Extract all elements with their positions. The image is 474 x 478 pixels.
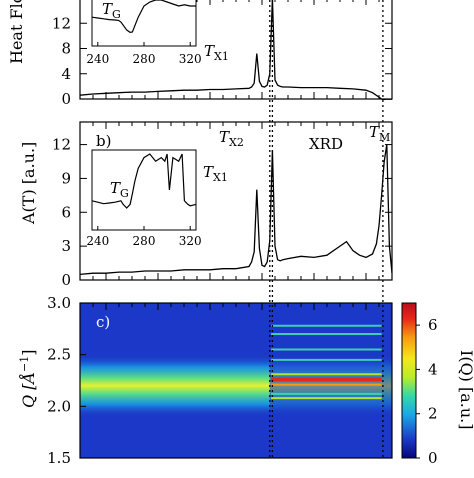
y-tick-label: 0 xyxy=(61,90,71,108)
colorbar xyxy=(401,302,417,459)
inset-x-tick-label: 240 xyxy=(86,234,109,248)
panel-c: 1.5 2.0 2.5 3.0 c) Q [Å−1] 0 2 4 6 I(Q) [a.u.] xyxy=(18,294,474,467)
colorbar-tick-label: 0 xyxy=(428,449,438,467)
panel-a-inset-label: T xyxy=(102,0,113,18)
inset-x-tick-label: 240 xyxy=(86,52,109,66)
panel-b-tm-label: T xyxy=(369,123,380,141)
y-tick-label: 12 xyxy=(52,14,71,32)
panel-c-ylabel-sup: −1 xyxy=(18,356,31,372)
colorbar-tick-label: 4 xyxy=(428,360,438,378)
panel-a-inset-frame xyxy=(91,0,197,47)
panel-b-xrd-label: XRD xyxy=(309,135,343,153)
panel-a-tx1-label-sub: X1 xyxy=(214,50,229,63)
panel-c-ylabel-text: Q [Å−1] xyxy=(18,350,38,408)
panel-b-ylabel: A(T) [a.u.] xyxy=(19,142,38,225)
panel-b-tx2-label: T xyxy=(219,128,230,146)
panel-b-label: b) xyxy=(96,132,111,150)
panel-a-tx1-label: T xyxy=(204,42,215,60)
panel-c-ylabel: Q [Å−1] xyxy=(18,350,38,408)
amorphous-band-high-t xyxy=(269,354,392,417)
heatmap-y-tick-label: 1.5 xyxy=(47,449,71,467)
panel-c-ylabel-main: Q [Å xyxy=(18,372,38,408)
panel-a-heat-flow-series xyxy=(80,0,392,100)
inset-x-tick-label: 280 xyxy=(133,234,156,248)
heatmap-y-tick-label: 2.5 xyxy=(47,346,71,364)
colorbar-label: I(Q) [a.u.] xyxy=(457,350,474,430)
inset-x-tick-label: 320 xyxy=(179,234,202,248)
panel-a: 0 4 8 12 240 280 320 T G T X1 Heat Flow xyxy=(7,0,393,108)
panel-c-ylabel-end: ] xyxy=(19,350,38,356)
panel-b-tx2-label-sub: X2 xyxy=(229,136,244,149)
inset-x-tick-label: 320 xyxy=(179,52,202,66)
heatmap-y-tick-label: 3.0 xyxy=(47,294,71,312)
panel-b-inset-label-sub: G xyxy=(120,187,129,200)
heatmap-y-tick-label: 2.0 xyxy=(47,397,71,415)
y-tick-label: 12 xyxy=(52,136,71,154)
panel-b-inset-frame xyxy=(91,149,197,231)
y-tick-label: 9 xyxy=(61,169,71,187)
panel-b-inset-label: T xyxy=(110,179,121,197)
colorbar-tick-label: 2 xyxy=(428,405,438,423)
y-tick-label: 3 xyxy=(61,237,71,255)
y-tick-label: 8 xyxy=(61,40,71,58)
panel-b-tx1-label: T xyxy=(203,163,214,181)
panel-a-inset-label-sub: G xyxy=(112,8,121,21)
y-tick-label: 0 xyxy=(61,271,71,289)
panel-a-ylabel: Heat Flow xyxy=(7,0,26,64)
panel-b-inset-series xyxy=(92,153,196,209)
colorbar-tick-label: 6 xyxy=(428,316,438,334)
y-tick-label: 4 xyxy=(61,65,71,83)
y-tick-label: 6 xyxy=(61,203,71,221)
panel-a-inset-series xyxy=(92,0,196,34)
panel-b-tm-label-sub: M xyxy=(379,131,390,144)
panel-c-label: c) xyxy=(96,313,110,331)
panel-b-absorption-series xyxy=(80,144,392,276)
inset-x-tick-label: 280 xyxy=(133,52,156,66)
panel-b-tx1-label-sub: X1 xyxy=(213,171,228,184)
amorphous-band-low-t xyxy=(80,354,270,417)
